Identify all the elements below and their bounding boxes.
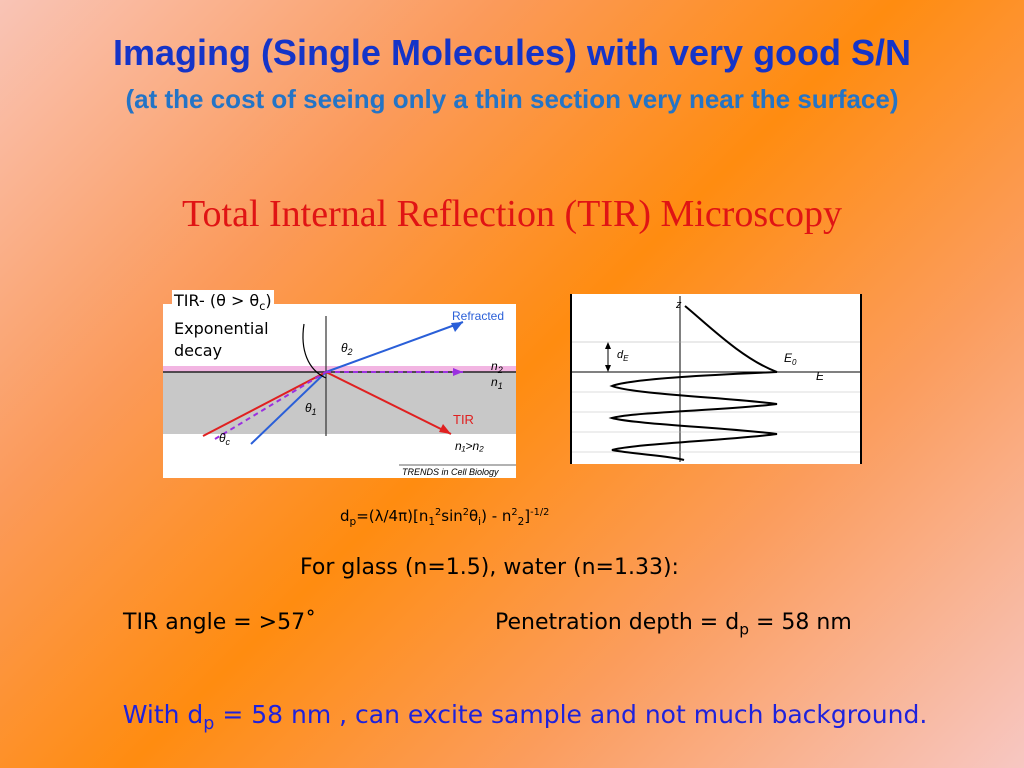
formula-d: θ	[468, 507, 479, 525]
tir-annotation: TIR- (θ > θc) Exponential decay	[172, 290, 290, 363]
label-tir: TIR	[453, 412, 474, 427]
penetration-b: = 58 nm	[748, 610, 852, 635]
formula-b: =(λ/4π)[n	[356, 507, 429, 525]
label-theta2: θ	[341, 341, 348, 355]
formula-a: d	[340, 507, 350, 525]
penetration-depth-line: Penetration depth = dp = 58 nm	[495, 610, 852, 638]
penetration-depth-formula: dp=(λ/4π)[n12sin2θi) - n22]-1/2	[340, 507, 549, 528]
svg-text:n2: n2	[491, 359, 503, 375]
svg-text:θ2: θ2	[341, 341, 353, 357]
annotation-line1-close: )	[265, 291, 272, 310]
svg-text:dE: dE	[617, 349, 629, 363]
svg-text:θc: θc	[219, 431, 231, 447]
label-n1: n	[491, 375, 498, 389]
penetration-sub: p	[739, 620, 749, 639]
formula-b-sub: 1	[428, 516, 436, 528]
svg-text:n1: n1	[491, 375, 503, 391]
tir-angle-line: TIR angle = >57˚	[123, 610, 317, 635]
formula-c-sup: 2	[462, 507, 469, 518]
label-z: z	[675, 299, 682, 311]
conclusion-sub: p	[203, 714, 215, 734]
formula-c: sin	[441, 507, 463, 525]
formula-e: ) - n	[481, 507, 512, 525]
formula-b-sup: 2	[435, 507, 442, 518]
formula-f-sup: -1/2	[530, 507, 550, 518]
label-e-axis: E	[816, 369, 825, 383]
formula-d-sub: i	[478, 516, 482, 528]
label-theta2-sub: 2	[347, 347, 353, 357]
evanescent-decay-plot: z dE E0 E	[570, 294, 862, 464]
label-n1-gt-n2: n₁>n₂	[455, 439, 484, 453]
annotation-line1: TIR- (θ > θ	[174, 291, 260, 310]
formula-e-sup: 2	[511, 507, 518, 518]
label-n2-sub: 2	[497, 365, 503, 375]
glass-water-line: For glass (n=1.5), water (n=1.33):	[300, 555, 679, 580]
conclusion-line: With dp = 58 nm , can excite sample and …	[0, 700, 1024, 734]
conclusion-a: With d	[122, 700, 204, 729]
label-thetac: θ	[219, 431, 226, 445]
svg-text:θ1: θ1	[305, 401, 317, 417]
slide-subtitle: (at the cost of seeing only a thin secti…	[125, 84, 899, 114]
svg-text:E0: E0	[784, 351, 797, 367]
formula-e-sub: 2	[517, 516, 525, 528]
penetration-a: Penetration depth = d	[495, 610, 740, 635]
label-theta1-sub: 1	[312, 407, 317, 417]
label-e0-sub: 0	[792, 358, 797, 367]
label-thetac-sub: c	[226, 437, 231, 447]
evanescent-decay-svg: z dE E0 E	[572, 296, 860, 462]
annotation-pointer	[302, 323, 327, 379]
annotation-line1-sub: c	[259, 300, 266, 314]
label-de: d	[617, 349, 624, 361]
label-n1-sub: 1	[498, 381, 503, 391]
conclusion-b: = 58 nm , can excite sample and not much…	[214, 700, 928, 729]
annotation-line3: decay	[172, 340, 225, 363]
tir-ray-diagram: Refracted n2 n1 θ2 θ1 θc TIR n₁>n₂ TREND…	[163, 304, 516, 478]
label-theta1: θ	[305, 401, 312, 415]
section-heading: Total Internal Reflection (TIR) Microsco…	[181, 193, 842, 235]
annotation-line2: Exponential	[172, 318, 271, 341]
formula-f: ]	[524, 507, 531, 525]
formula-a-sub: p	[349, 516, 357, 528]
label-n2: n	[491, 359, 498, 373]
slide-title: Imaging (Single Molecules) with very goo…	[112, 32, 912, 73]
figure-credit: TRENDS in Cell Biology	[402, 467, 499, 477]
tir-ray-diagram-svg: Refracted n2 n1 θ2 θ1 θc TIR n₁>n₂ TREND…	[163, 309, 516, 477]
label-e0: E	[784, 351, 793, 365]
label-de-sub: E	[623, 354, 629, 363]
label-refracted: Refracted	[452, 309, 504, 323]
